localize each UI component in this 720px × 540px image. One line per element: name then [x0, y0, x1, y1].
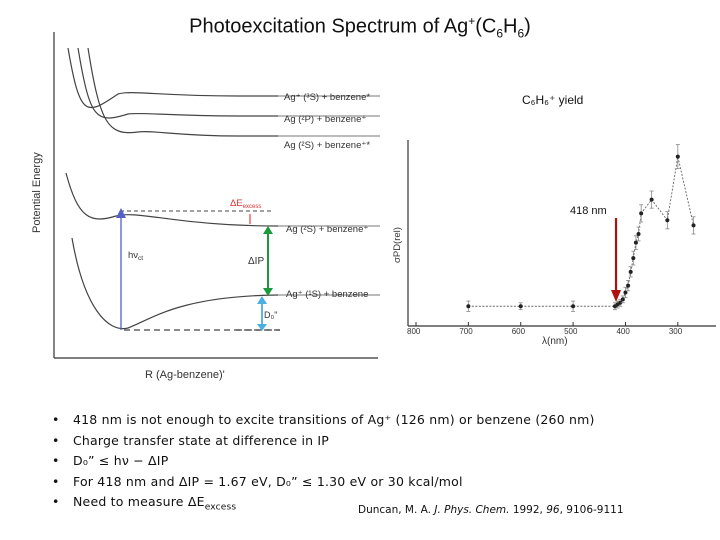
data-point	[631, 256, 636, 261]
hnu-arrowhead	[116, 208, 126, 218]
data-point	[691, 223, 696, 228]
yield-chart: C₆H₆⁺ yield σPD(rel) λ(nm) 800 700 600 500 4…	[392, 93, 716, 347]
data-point	[636, 232, 641, 236]
state-label-2: Ag (²S) + benzene⁺*	[284, 140, 370, 151]
bullet-item: Charge transfer state at difference in I…	[52, 431, 595, 452]
data-point	[620, 297, 625, 302]
curve-ag-2p	[77, 47, 278, 119]
chart-ylabel: σPD(rel)	[392, 227, 403, 263]
data-point	[628, 269, 633, 274]
bullet-item: 418 nm is not enough to excite transitio…	[52, 410, 595, 431]
potential-energy-diagram: Potential Energy R (Ag-benzene)' Ag⁺ (³S…	[31, 32, 380, 381]
state-label-1: Ag (²P) + benzene⁺	[284, 114, 366, 125]
series-line	[468, 156, 694, 307]
delta-ip-arrowhead-down	[263, 288, 273, 296]
slide-title: Photoexcitation Spectrum of Ag+(C6H6)	[189, 14, 531, 41]
hnu-label: hνct	[128, 250, 143, 262]
delta-e-excess-label: ΔEexcess	[230, 198, 261, 210]
pe-xlabel: R (Ag-benzene)'	[145, 369, 225, 381]
d0-label: D₀"	[264, 310, 277, 320]
delta-ip-label: ΔIP	[248, 256, 264, 267]
data-point	[649, 197, 654, 202]
bullet-list: 418 nm is not enough to excite transitio…	[52, 410, 595, 518]
x-tick-label: 800	[407, 327, 421, 336]
data-point	[571, 304, 576, 309]
data-point	[618, 300, 623, 305]
data-point	[466, 304, 471, 309]
x-tick-label: 600	[512, 327, 526, 336]
data-point	[626, 283, 631, 288]
x-tick-label: 400	[616, 327, 630, 336]
data-point	[518, 304, 523, 309]
annotation-418-label: 418 nm	[570, 205, 607, 217]
d0-arrowhead-up	[257, 296, 267, 304]
chart-title: C₆H₆⁺ yield	[522, 93, 583, 107]
curve-ag-plus-1s	[71, 237, 279, 330]
curve-ag-2s-star	[87, 47, 278, 137]
data-point	[665, 218, 670, 223]
bullet-item: Need to measure ΔEexcess	[52, 492, 595, 518]
x-tick-label: 300	[669, 327, 683, 336]
curve-ag-2s	[65, 172, 279, 227]
data-point	[633, 240, 638, 245]
state-label-3: Ag (²S) + benzene⁺	[286, 224, 368, 235]
annotation-418-arrowhead	[611, 290, 622, 302]
state-label-4: Ag⁺ (¹S) + benzene	[286, 289, 368, 300]
x-tick-label: 700	[459, 327, 473, 336]
bullet-item: D₀” ≤ hν − ΔIP	[52, 451, 595, 472]
data-point	[675, 154, 680, 159]
bullet-item: For 418 nm and ΔIP = 1.67 eV, D₀” ≤ 1.30…	[52, 472, 595, 493]
delta-ip-arrowhead-up	[263, 226, 273, 234]
state-label-0: Ag⁺ (³S) + benzene*	[284, 92, 370, 103]
x-tick-label: 500	[564, 327, 578, 336]
data-point	[639, 211, 644, 216]
data-point	[623, 290, 628, 295]
curve-ag-plus-3s	[67, 47, 278, 109]
citation: Duncan, M. A. J. Phys. Chem. 1992, 96, 9…	[358, 504, 624, 516]
d0-arrowhead-down	[257, 324, 267, 331]
chart-xlabel: λ(nm)	[542, 336, 568, 347]
pe-ylabel: Potential Energy	[31, 152, 43, 233]
